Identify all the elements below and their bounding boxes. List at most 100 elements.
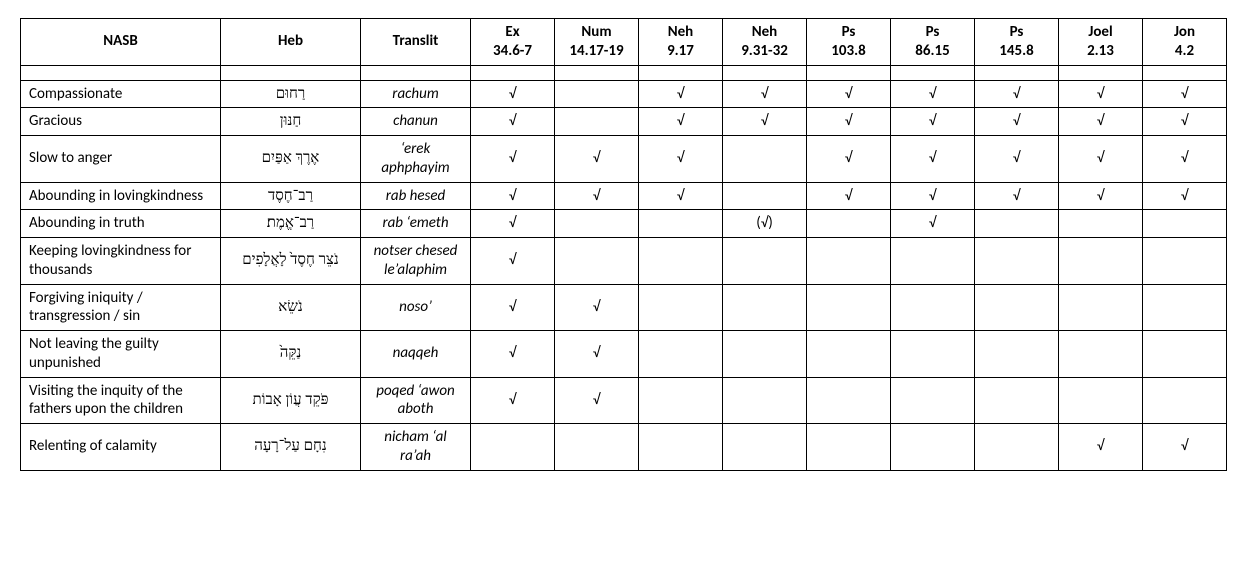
cell-ref [723, 182, 807, 210]
cell-ref [891, 238, 975, 285]
cell-ref: √ [807, 108, 891, 136]
cell-ref [975, 284, 1059, 331]
cell-ref [1059, 331, 1143, 378]
cell-nasb: Keeping lovingkindness for thousands [21, 238, 221, 285]
cell-ref: (√) [723, 210, 807, 238]
cell-ref: √ [975, 136, 1059, 183]
ref-verse: 2.13 [1087, 42, 1114, 60]
cell-ref: √ [723, 108, 807, 136]
cell-nasb: Not leaving the guilty unpunished [21, 331, 221, 378]
ref-verse: 9.31-32 [741, 42, 788, 60]
cell-ref: √ [555, 284, 639, 331]
cell-ref [723, 424, 807, 471]
cell-ref: √ [1143, 424, 1227, 471]
cell-ref: √ [555, 182, 639, 210]
cell-ref [891, 424, 975, 471]
cell-ref [1143, 377, 1227, 424]
cell-ref [807, 424, 891, 471]
cell-translit: nicham ‘al ra’ah [361, 424, 471, 471]
cell-ref [639, 331, 723, 378]
cell-ref [555, 238, 639, 285]
ref-verse: 145.8 [999, 42, 1033, 60]
cell-heb: רַחוּם [221, 80, 361, 108]
col-ref-neh2: Neh9.31-32 [723, 19, 807, 66]
col-ref-jon: Jon4.2 [1143, 19, 1227, 66]
cell-ref: √ [471, 284, 555, 331]
spacer-row [21, 65, 1227, 80]
ref-verse: 103.8 [831, 42, 865, 60]
ref-verse: 34.6-7 [493, 42, 532, 60]
cell-ref [891, 377, 975, 424]
cell-ref: √ [639, 80, 723, 108]
cell-translit: rachum [361, 80, 471, 108]
cell-ref: √ [807, 80, 891, 108]
cell-ref [1143, 284, 1227, 331]
cell-heb: נִחָם עַל־רָעָה [221, 424, 361, 471]
attributes-table: NASB Heb Translit Ex34.6-7 Num14.17-19 N… [20, 18, 1227, 471]
cell-ref [1143, 238, 1227, 285]
cell-ref: √ [975, 80, 1059, 108]
cell-ref [1059, 284, 1143, 331]
cell-ref [555, 210, 639, 238]
cell-ref [471, 424, 555, 471]
table-row: Visiting the inquity of the fathers upon… [21, 377, 1227, 424]
cell-nasb: Abounding in lovingkindness [21, 182, 221, 210]
cell-ref: √ [1059, 182, 1143, 210]
cell-nasb: Slow to anger [21, 136, 221, 183]
cell-ref: √ [555, 377, 639, 424]
cell-ref [1143, 331, 1227, 378]
ref-book: Neh [752, 23, 777, 41]
cell-ref: √ [891, 80, 975, 108]
ref-verse: 9.17 [667, 42, 694, 60]
cell-heb: אֶרֶךְ אַפַּיִם [221, 136, 361, 183]
cell-nasb: Forgiving iniquity / transgression / sin [21, 284, 221, 331]
cell-translit: ‘erek aphphayim [361, 136, 471, 183]
cell-heb: נֹשֵׂא [221, 284, 361, 331]
cell-translit: notser chesed le’alaphim [361, 238, 471, 285]
ref-book: Ps [926, 23, 940, 41]
cell-ref [555, 80, 639, 108]
cell-ref [975, 210, 1059, 238]
cell-ref [1143, 210, 1227, 238]
col-ref-ps145: Ps145.8 [975, 19, 1059, 66]
cell-ref: √ [471, 331, 555, 378]
col-ref-neh1: Neh9.17 [639, 19, 723, 66]
cell-ref [891, 331, 975, 378]
cell-ref: √ [807, 136, 891, 183]
ref-book: Joel [1088, 23, 1112, 41]
cell-ref [639, 377, 723, 424]
cell-translit: rab hesed [361, 182, 471, 210]
cell-ref: √ [1143, 136, 1227, 183]
table-body: Compassionate רַחוּם rachum √ √ √ √ √ √ … [21, 65, 1227, 470]
cell-ref: √ [891, 182, 975, 210]
table-row: Forgiving iniquity / transgression / sin… [21, 284, 1227, 331]
cell-heb: נַקֵּה֙ [221, 331, 361, 378]
cell-nasb: Visiting the inquity of the fathers upon… [21, 377, 221, 424]
cell-ref [723, 136, 807, 183]
ref-book: Num [581, 23, 611, 41]
cell-ref: √ [471, 238, 555, 285]
ref-verse: 4.2 [1175, 42, 1194, 60]
cell-heb: פֹּקֵד עֲוֹן אָבוֹת [221, 377, 361, 424]
cell-ref: √ [1143, 182, 1227, 210]
cell-nasb: Gracious [21, 108, 221, 136]
cell-ref: √ [891, 136, 975, 183]
table-row: Not leaving the guilty unpunished נַקֵּה… [21, 331, 1227, 378]
cell-ref: √ [807, 182, 891, 210]
cell-ref: √ [471, 80, 555, 108]
cell-ref [723, 377, 807, 424]
ref-book: Jon [1174, 23, 1195, 41]
cell-ref: √ [471, 210, 555, 238]
cell-ref: √ [471, 377, 555, 424]
cell-heb: נֹצֵר חֶסֶד֙ לָאֲלָפִים [221, 238, 361, 285]
cell-ref: √ [1059, 108, 1143, 136]
ref-verse: 14.17-19 [569, 42, 623, 60]
cell-heb: רַב־אֱמֶת׃ [221, 210, 361, 238]
cell-ref: √ [975, 182, 1059, 210]
col-ref-ps86: Ps86.15 [891, 19, 975, 66]
table-row: Relenting of calamity נִחָם עַל־רָעָה ni… [21, 424, 1227, 471]
cell-ref: √ [639, 182, 723, 210]
cell-ref [723, 331, 807, 378]
table-row: Abounding in truth רַב־אֱמֶת׃ rab ‘emeth… [21, 210, 1227, 238]
cell-heb: רַב־חֶסֶד [221, 182, 361, 210]
